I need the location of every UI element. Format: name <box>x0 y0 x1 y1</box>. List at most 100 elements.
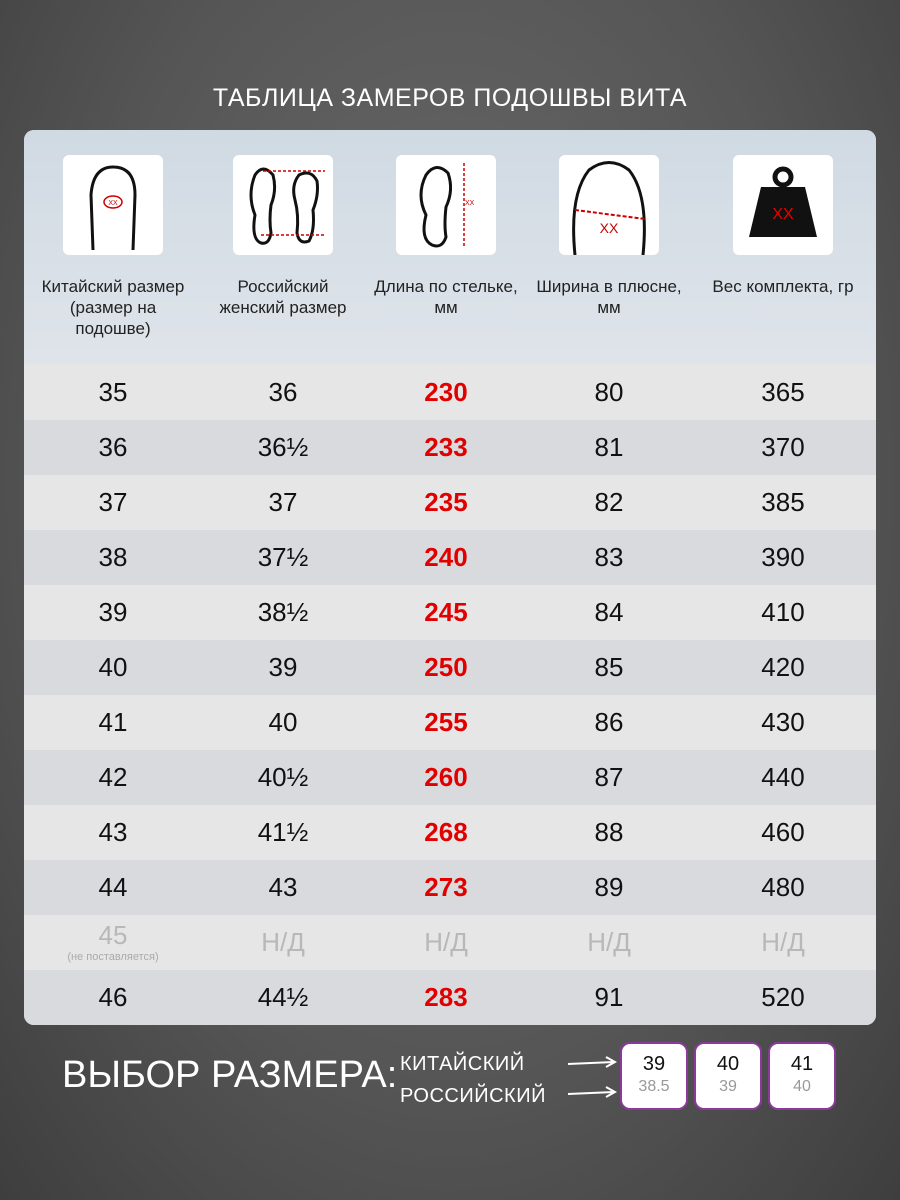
size-chinese: 41 <box>790 1053 814 1075</box>
column-header: Китайский размер (размер на подошве) <box>41 277 185 338</box>
table-cell: 89 <box>594 872 624 902</box>
table-cell: 283 <box>424 982 468 1012</box>
table-cell: 460 <box>761 817 805 847</box>
table-cell: 36 <box>98 432 128 462</box>
table-cell: 245 <box>424 597 468 627</box>
size-box: 41 40 <box>768 1042 836 1110</box>
icon-mark: XX <box>600 220 619 236</box>
table-cell: 41 <box>98 707 128 737</box>
table-cell: 385 <box>761 487 805 517</box>
table-panel: XX XX XX XX Китайский размер (размер на … <box>24 130 876 1025</box>
table-cell: 83 <box>594 542 624 572</box>
table-cell: 40 <box>268 707 298 737</box>
column-header: Российский женский размер <box>219 277 347 317</box>
table-cell: 37 <box>268 487 298 517</box>
table-cell: 36½ <box>257 432 309 462</box>
table-cell: 365 <box>761 377 805 407</box>
table-cell: 273 <box>424 872 468 902</box>
table-row: 35 36 230 80 365 <box>24 365 876 420</box>
size-choice-label: ВЫБОР РАЗМЕРА: <box>62 1054 398 1096</box>
size-russian: 40 <box>793 1078 811 1095</box>
table-cell: 81 <box>594 432 624 462</box>
table-cell: 430 <box>761 707 805 737</box>
table-cell: 35 <box>98 377 128 407</box>
table-cell: 42 <box>98 762 128 792</box>
table-cell: 46 <box>98 982 128 1012</box>
table-cell: 88 <box>594 817 624 847</box>
size-box: 40 39 <box>694 1042 762 1110</box>
table-cell: 440 <box>761 762 805 792</box>
table-row: 45 Н/Д Н/Д Н/Д Н/Д (не поставляется) <box>24 915 876 970</box>
icon-graphic: XX <box>89 165 137 251</box>
table-cell: 36 <box>268 377 298 407</box>
table-row: 43 41½ 268 88 460 <box>24 805 876 860</box>
legend-item: КИТАЙСКИЙ <box>400 1053 525 1075</box>
table-cell: 37 <box>98 487 128 517</box>
table-cell: 233 <box>424 432 468 462</box>
table-row: 39 38½ 245 84 410 <box>24 585 876 640</box>
table-row: 42 40½ 260 87 440 <box>24 750 876 805</box>
icon-length: XX <box>396 155 496 255</box>
size-russian: 39 <box>719 1078 737 1095</box>
table-cell: 43 <box>98 817 128 847</box>
icon-graphic <box>249 167 325 245</box>
table-cell: 37½ <box>257 542 309 572</box>
table-cell: Н/Д <box>587 927 631 957</box>
table-cell: 39 <box>268 652 298 682</box>
size-russian: 38.5 <box>638 1078 670 1095</box>
table-cell: 480 <box>761 872 805 902</box>
table-row: 40 39 250 85 420 <box>24 640 876 695</box>
icon-mark: XX <box>108 200 118 207</box>
legend-arrows <box>567 1056 618 1098</box>
icon-mark: XX <box>465 200 475 207</box>
table-cell: 44 <box>98 872 128 902</box>
icon-graphic: XX <box>749 166 817 237</box>
table-cell: 91 <box>594 982 624 1012</box>
table-cell: 82 <box>594 487 624 517</box>
legend-item: РОССИЙСКИЙ <box>400 1085 546 1107</box>
table-row: 37 37 235 82 385 <box>24 475 876 530</box>
row-note: (не поставляется) <box>67 951 159 963</box>
table-row: 44 43 273 89 480 <box>24 860 876 915</box>
size-box: 39 38.5 <box>620 1042 688 1110</box>
table-cell: 370 <box>761 432 805 462</box>
table-cell: 40½ <box>257 762 309 792</box>
table-row: 46 44½ 283 91 520 <box>24 970 876 1025</box>
column-header: Ширина в плюсне, мм <box>536 277 682 317</box>
table-cell: 520 <box>761 982 805 1012</box>
table-cell: 240 <box>424 542 468 572</box>
table-cell: 84 <box>594 597 624 627</box>
title: ТАБЛИЦА ЗАМЕРОВ ПОДОШВЫ ВИТА <box>212 84 688 112</box>
column-header: Вес комплекта, гр <box>712 277 854 296</box>
table-cell: Н/Д <box>261 927 305 957</box>
icon-mark: XX <box>772 206 794 223</box>
table-cell: 87 <box>594 762 624 792</box>
size-chinese: 40 <box>716 1053 740 1075</box>
icon-width: XX <box>559 155 659 255</box>
table-cell: 260 <box>424 762 468 792</box>
size-chinese: 39 <box>642 1053 666 1075</box>
table-cell: 410 <box>761 597 805 627</box>
table-cell: 85 <box>594 652 624 682</box>
table-cell: 235 <box>424 487 468 517</box>
table-cell: 43 <box>268 872 298 902</box>
icon-weight: XX <box>733 155 833 255</box>
table-row: 38 37½ 240 83 390 <box>24 530 876 585</box>
table-cell: 45 <box>98 920 128 950</box>
icon-graphic: XX <box>572 161 646 255</box>
table-cell: 420 <box>761 652 805 682</box>
table-cell: 41½ <box>257 817 309 847</box>
table-cell: 39 <box>98 597 128 627</box>
table-cell: 80 <box>594 377 624 407</box>
table-cell: 38 <box>98 542 128 572</box>
table-cell: 390 <box>761 542 805 572</box>
icon-sole: XX <box>63 155 163 255</box>
table-cell: 40 <box>98 652 128 682</box>
table-cell: Н/Д <box>761 927 805 957</box>
table-cell: 44½ <box>257 982 309 1012</box>
icon-graphic: XX <box>419 163 475 248</box>
table-cell: 38½ <box>257 597 309 627</box>
table-row: 41 40 255 86 430 <box>24 695 876 750</box>
table-cell: Н/Д <box>424 927 468 957</box>
column-header: Длина по стельке, мм <box>374 277 518 317</box>
